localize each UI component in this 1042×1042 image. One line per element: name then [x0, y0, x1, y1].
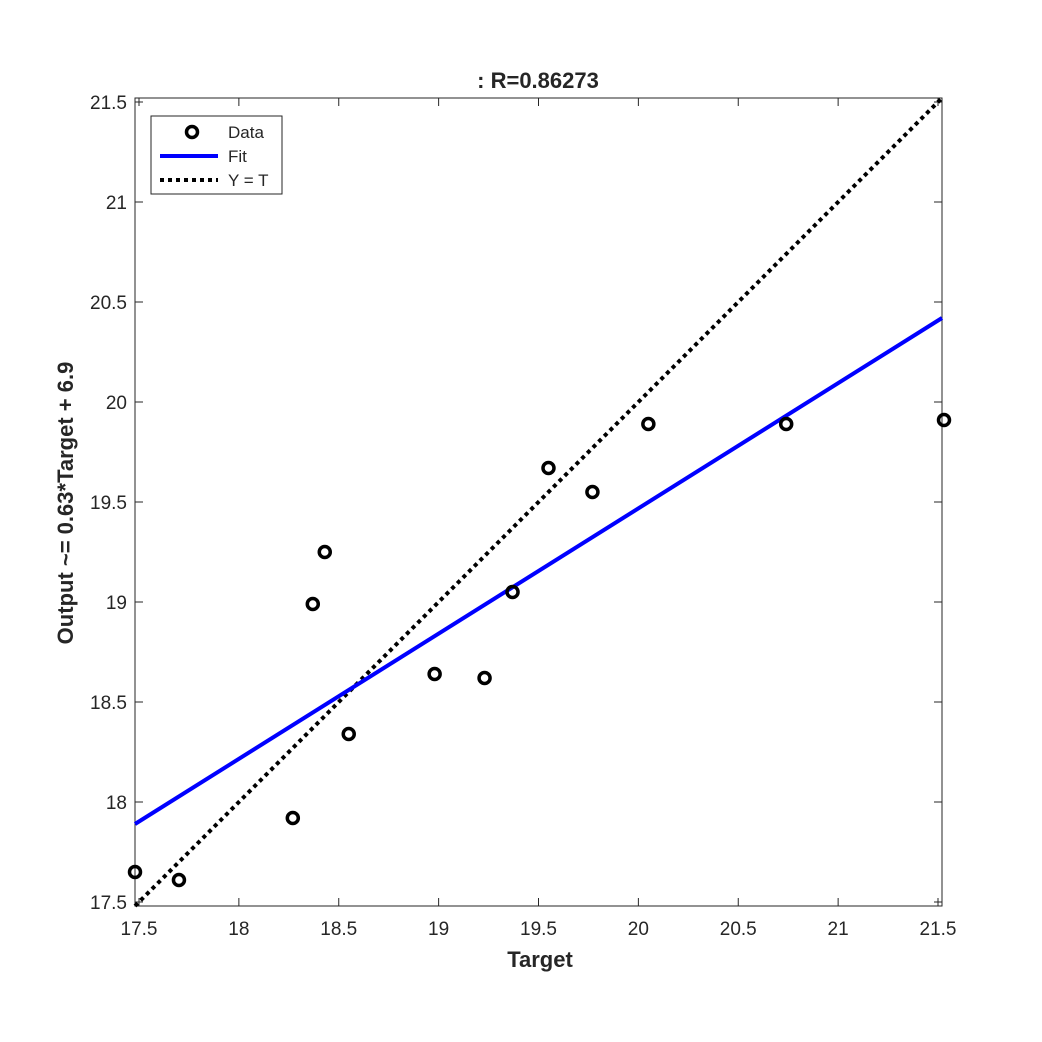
data-point	[317, 544, 333, 560]
legend-label: Fit	[228, 147, 247, 166]
y-axis-title: Output ~= 0.63*Target + 6.9	[53, 362, 78, 645]
x-tick-label: 17.5	[121, 919, 158, 940]
data-point	[477, 670, 492, 686]
x-tick-label: 21	[828, 919, 849, 940]
y-tick-label: 19.5	[90, 493, 127, 514]
x-tick-label: 21.5	[920, 919, 957, 940]
data-point	[541, 460, 556, 476]
x-tick-label: 20.5	[720, 919, 757, 940]
data-point	[427, 666, 442, 682]
data-point	[171, 872, 187, 888]
legend-marker-data	[184, 124, 200, 140]
x-tick-label: 20	[628, 919, 649, 940]
data-point	[341, 726, 356, 742]
legend: Data Fit Y = T	[150, 115, 283, 195]
y-tick-label: 20	[106, 393, 127, 414]
y-tick-label: 18	[106, 793, 127, 814]
y-tick-label: 18.5	[90, 693, 127, 714]
fit-line	[133, 316, 944, 826]
legend-label: Y = T	[228, 171, 268, 190]
x-tick-label: 18	[228, 919, 249, 940]
data-point	[585, 484, 600, 500]
data-point	[285, 810, 301, 826]
data-point	[305, 596, 321, 612]
y-tick-label: 21.5	[90, 93, 127, 114]
y-tick-label: 20.5	[90, 293, 127, 314]
x-axis-title: Target	[507, 947, 573, 972]
legend-label: Data	[228, 123, 264, 142]
data-point	[641, 416, 656, 432]
chart-title: : R=0.86273	[477, 68, 599, 93]
data-point	[936, 412, 952, 428]
data-point	[778, 416, 794, 432]
x-tick-label: 18.5	[320, 919, 357, 940]
y-tick-label: 19	[106, 593, 127, 614]
x-tick-label: 19.5	[520, 919, 557, 940]
y-tick-label: 21	[106, 193, 127, 214]
identity-line	[133, 96, 944, 908]
x-tick-label: 19	[428, 919, 449, 940]
data-point	[127, 864, 143, 880]
data-point	[505, 584, 520, 600]
y-tick-label: 17.5	[90, 893, 127, 914]
